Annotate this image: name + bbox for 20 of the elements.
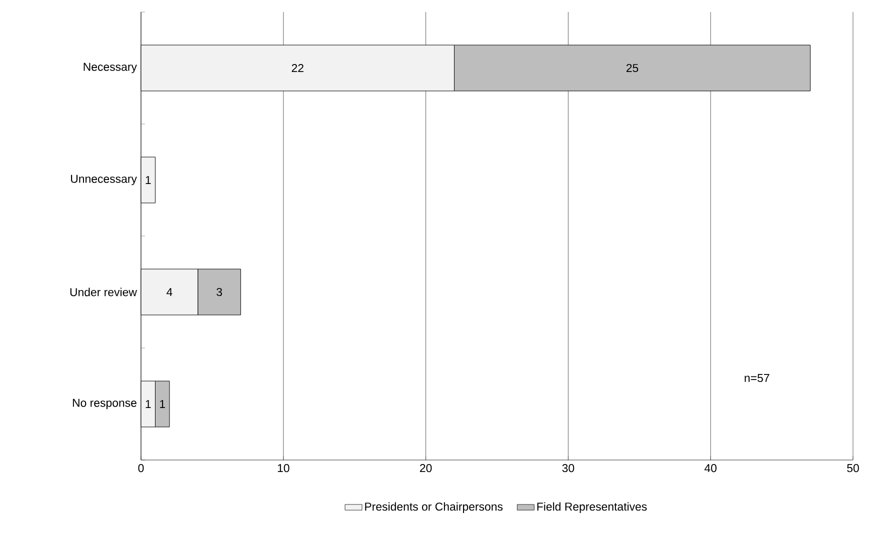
x-tick-label: 30	[562, 464, 574, 472]
x-tick-label: 40	[704, 464, 717, 472]
data-label: 4	[166, 288, 172, 296]
y-tick-label: Unnecessary	[71, 174, 137, 186]
x-tick-label: 10	[278, 464, 290, 472]
annotation: n=57	[744, 374, 770, 382]
data-label: 22	[292, 64, 304, 72]
data-label: 1	[160, 400, 165, 408]
legend-label: Presidents or Chairpersons	[365, 502, 503, 513]
data-label: 3	[216, 288, 222, 296]
data-label: 1	[146, 176, 151, 184]
x-tick-label: 50	[847, 464, 859, 472]
data-label: 25	[626, 64, 638, 72]
x-tick-label: 20	[420, 464, 432, 472]
y-tick-label: Under review	[70, 288, 137, 296]
legend-label: Field Representatives	[537, 502, 647, 513]
x-tick-label: 0	[138, 464, 144, 472]
y-tick-label: No response	[72, 398, 136, 410]
y-tick-label: Necessary	[84, 62, 137, 74]
data-label: 1	[146, 400, 151, 408]
